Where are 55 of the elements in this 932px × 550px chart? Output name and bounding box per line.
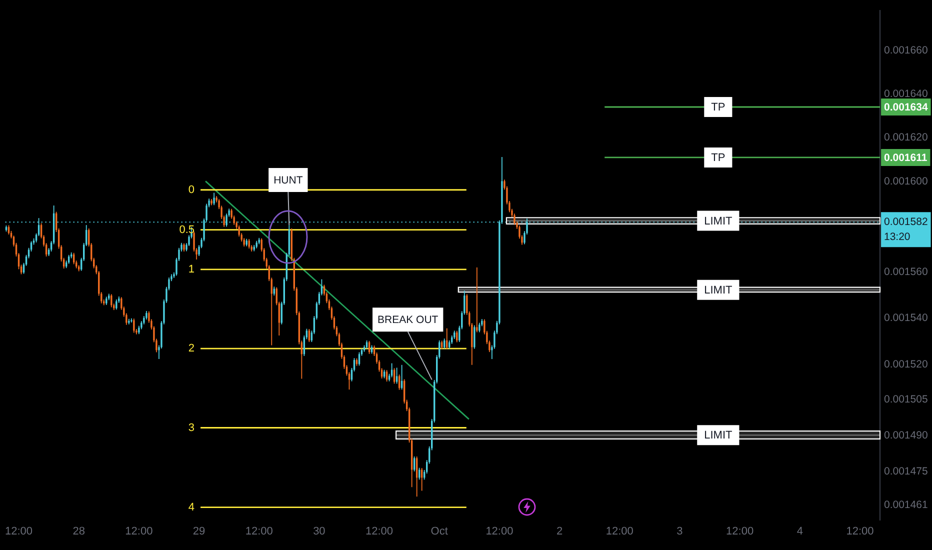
candlestick [478, 322, 480, 333]
x-tick-label: 12:00 [726, 526, 754, 538]
y-tick-label: 0.001640 [884, 88, 928, 100]
series-label: TP [711, 102, 726, 114]
x-tick-label: 12:00 [245, 526, 273, 538]
y-tick-label: 0.001520 [884, 358, 928, 370]
y-tick-label: 0.001620 [884, 132, 928, 144]
candlestick [514, 213, 516, 226]
series-label: 1 [188, 263, 195, 276]
x-tick-label: 12:00 [846, 526, 874, 538]
candlestick [8, 224, 10, 235]
y-tick-label: 0.001505 [884, 394, 928, 406]
x-tick-label: 28 [72, 526, 85, 538]
x-tick-label: 12:00 [5, 526, 33, 538]
x-tick-label: Oct [430, 526, 448, 538]
x-tick-label: 30 [313, 526, 326, 538]
candlestick [133, 318, 135, 334]
candlestick [248, 238, 250, 249]
y-tick-label: 0.001540 [884, 312, 928, 324]
data-label: 0.001634 [884, 101, 928, 114]
series-label: 4 [188, 501, 195, 514]
y-tick-label: 0.001560 [884, 266, 928, 278]
x-tick-label: 4 [796, 526, 803, 538]
x-tick-label: 12:00 [606, 526, 634, 538]
x-tick-label: 12:00 [486, 526, 514, 538]
candlestick [396, 367, 398, 384]
series-label: LIMIT [704, 215, 732, 228]
series-label: 0 [188, 184, 195, 196]
series-label: LIMIT [704, 430, 732, 442]
candlestick [474, 324, 476, 350]
y-tick-label: 0.001475 [884, 465, 928, 478]
x-tick-label: 3 [676, 526, 683, 538]
candlestick [398, 374, 400, 390]
ref-line-label: 0.001582 13:20 [884, 216, 928, 244]
candlestick [238, 225, 240, 238]
x-tick-label: 12:00 [366, 526, 394, 538]
series-label: 3 [188, 422, 195, 434]
candlestick [116, 299, 118, 310]
series-label: 2 [188, 342, 195, 355]
candlestick [476, 266, 478, 333]
candlestick [213, 192, 215, 206]
candlestick [308, 328, 310, 342]
annotation: HUNT [274, 174, 304, 186]
candlestick [358, 352, 360, 366]
y-tick-label: 0.001461 [884, 499, 928, 512]
x-tick-label: 29 [192, 526, 206, 538]
series-label: TP [711, 152, 726, 164]
x-tick-label: 12:00 [125, 526, 153, 538]
series-label: LIMIT [704, 284, 732, 296]
x-tick-label: 2 [556, 526, 563, 538]
y-tick-label: 0.001490 [884, 429, 928, 442]
data-label: 0.001611 [884, 152, 928, 164]
y-tick-label: 0.001660 [884, 44, 928, 57]
annotation: BREAK OUT [378, 314, 439, 326]
y-tick-label: 0.001600 [884, 176, 928, 188]
